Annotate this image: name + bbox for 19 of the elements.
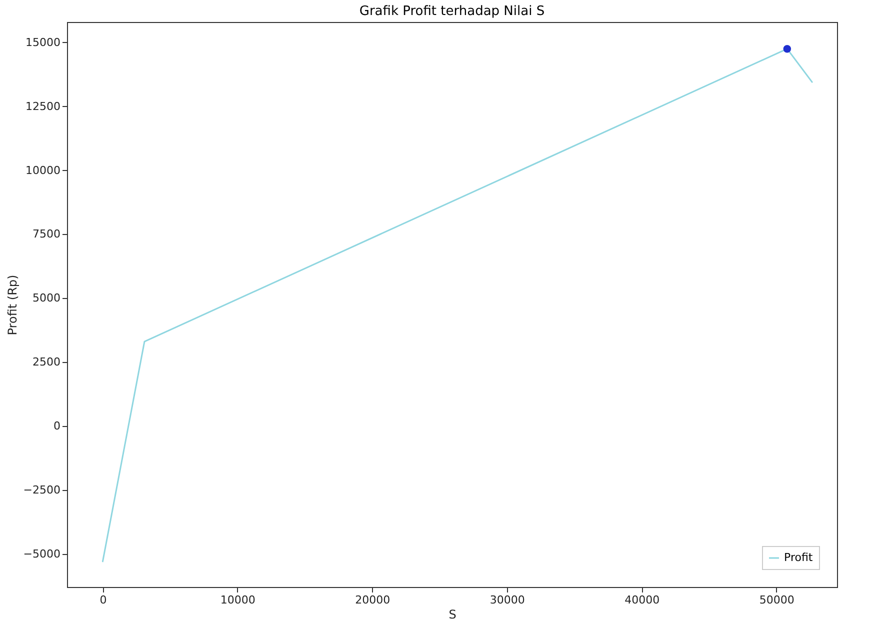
y-axis-title: Profit (Rp): [5, 274, 20, 336]
y-tick-label: 12500: [26, 100, 60, 113]
y-tick-label: 2500: [32, 356, 60, 369]
y-tick-label: 15000: [26, 36, 60, 49]
x-axis-title: S: [448, 608, 456, 622]
y-tick-label: 10000: [26, 164, 60, 177]
x-tick-label: 10000: [220, 594, 256, 606]
x-tick-label: 0: [100, 594, 107, 606]
y-tick-label: 5000: [32, 292, 60, 305]
chart-title: Grafik Profit terhadap Nilai S: [359, 4, 545, 19]
x-tick-label: 40000: [624, 594, 660, 606]
y-tick-label: −5000: [23, 547, 60, 560]
legend-label: Profit: [784, 551, 814, 564]
x-tick-label: 30000: [490, 594, 525, 606]
x-tick-label: 20000: [355, 594, 390, 606]
x-tick-label: 50000: [759, 594, 794, 606]
y-tick-label: −2500: [23, 483, 60, 496]
y-tick-label: 7500: [32, 228, 60, 241]
y-tick-label: 0: [54, 419, 60, 432]
